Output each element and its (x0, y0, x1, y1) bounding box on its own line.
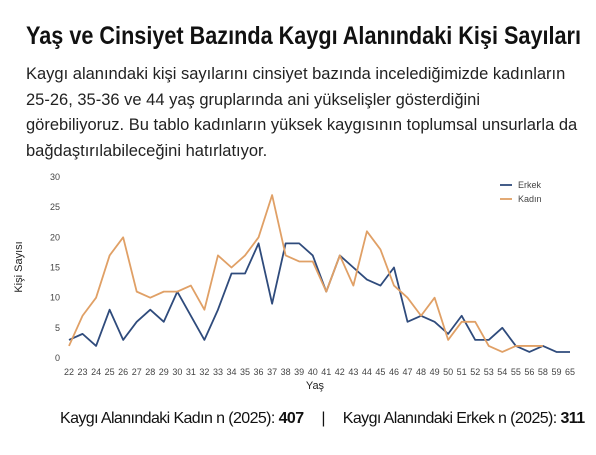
x-tick-label: 39 (294, 367, 304, 377)
x-tick-label: 28 (145, 367, 155, 377)
x-tick-label: 59 (551, 367, 561, 377)
chart-title: Yaş ve Cinsiyet Bazında Kaygı Alanındaki… (26, 22, 581, 50)
x-tick-label: 53 (484, 367, 494, 377)
x-tick-label: 40 (308, 367, 318, 377)
x-tick-label: 54 (497, 367, 507, 377)
subtitle: Kaygı alanındaki kişi sayılarını cinsiye… (26, 65, 578, 160)
footer-separator: | (321, 410, 325, 427)
footer-label: Kaygı Alanındaki Kadın n (2025): (60, 410, 275, 427)
x-tick-label: 23 (78, 367, 88, 377)
y-tick-label: 15 (50, 263, 60, 273)
footer: Kaygı Alanındaki Kadın n (2025): 407 | K… (60, 410, 585, 428)
x-tick-label: 43 (348, 367, 358, 377)
x-tick-label: 29 (159, 367, 169, 377)
title-box: Yaş ve Cinsiyet Bazında Kaygı Alanındaki… (26, 22, 581, 50)
y-tick-label: 20 (50, 232, 60, 242)
x-tick-label: 51 (457, 367, 467, 377)
x-tick-label: 47 (403, 367, 413, 377)
x-tick-label: 46 (389, 367, 399, 377)
series-line (68, 194, 543, 353)
x-tick-label: 35 (240, 367, 250, 377)
x-tick-label: 31 (186, 367, 196, 377)
x-tick-label: 65 (565, 367, 575, 377)
x-tick-label: 27 (132, 367, 142, 377)
x-tick-label: 32 (199, 367, 209, 377)
y-tick-label: 25 (50, 202, 60, 212)
x-tick-label: 33 (213, 367, 223, 377)
x-tick-label: 30 (172, 367, 182, 377)
x-tick-label: 41 (321, 367, 331, 377)
x-tick-label: 26 (118, 367, 128, 377)
footer-value: 311 (560, 410, 585, 427)
x-tick-label: 22 (64, 367, 74, 377)
x-axis-label: Yaş (306, 380, 325, 392)
x-tick-label: 38 (281, 367, 291, 377)
y-tick-label: 0 (55, 353, 60, 363)
x-tick-label: 42 (335, 367, 345, 377)
legend-label: Erkek (518, 180, 542, 190)
x-tick-label: 44 (362, 367, 372, 377)
x-tick-label: 55 (511, 367, 521, 377)
y-tick-label: 5 (55, 323, 60, 333)
x-tick-label: 50 (443, 367, 453, 377)
legend-label: Kadın (518, 194, 542, 204)
footer-label: Kaygı Alanındaki Erkek n (2025): (342, 410, 557, 427)
x-tick-label: 37 (267, 367, 277, 377)
x-tick-label: 58 (538, 367, 548, 377)
y-tick-label: 30 (50, 172, 60, 182)
x-tick-label: 36 (254, 367, 264, 377)
y-tick-label: 10 (50, 293, 60, 303)
y-axis-label: Kişi Sayısı (13, 241, 25, 292)
x-tick-label: 45 (375, 367, 385, 377)
x-tick-label: 49 (430, 367, 440, 377)
series-line (68, 242, 570, 353)
footer-value: 407 (278, 410, 305, 427)
x-tick-label: 48 (416, 367, 426, 377)
x-tick-label: 52 (470, 367, 480, 377)
x-tick-label: 24 (91, 367, 101, 377)
x-tick-label: 25 (105, 367, 115, 377)
x-tick-label: 56 (524, 367, 534, 377)
x-tick-label: 34 (226, 367, 236, 377)
